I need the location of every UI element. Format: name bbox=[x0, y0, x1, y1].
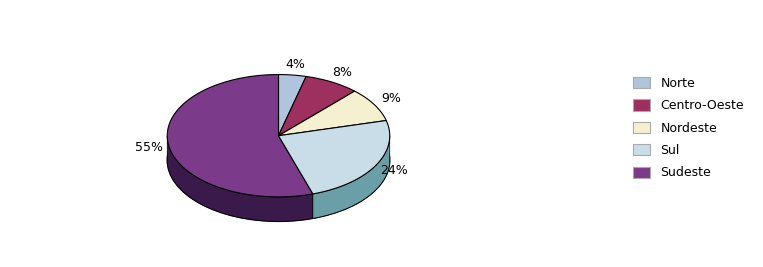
Polygon shape bbox=[167, 74, 313, 197]
Polygon shape bbox=[278, 120, 390, 194]
Text: 4%: 4% bbox=[285, 58, 305, 70]
Text: 8%: 8% bbox=[332, 66, 352, 79]
Legend: Norte, Centro-Oeste, Nordeste, Sul, Sudeste: Norte, Centro-Oeste, Nordeste, Sul, Sude… bbox=[628, 72, 749, 184]
Polygon shape bbox=[278, 91, 386, 136]
Polygon shape bbox=[278, 74, 306, 136]
Polygon shape bbox=[278, 76, 355, 136]
Text: 24%: 24% bbox=[380, 164, 407, 177]
Polygon shape bbox=[313, 136, 390, 218]
Text: 55%: 55% bbox=[135, 140, 163, 154]
Polygon shape bbox=[167, 136, 313, 221]
Ellipse shape bbox=[167, 99, 390, 221]
Text: 9%: 9% bbox=[382, 92, 401, 105]
